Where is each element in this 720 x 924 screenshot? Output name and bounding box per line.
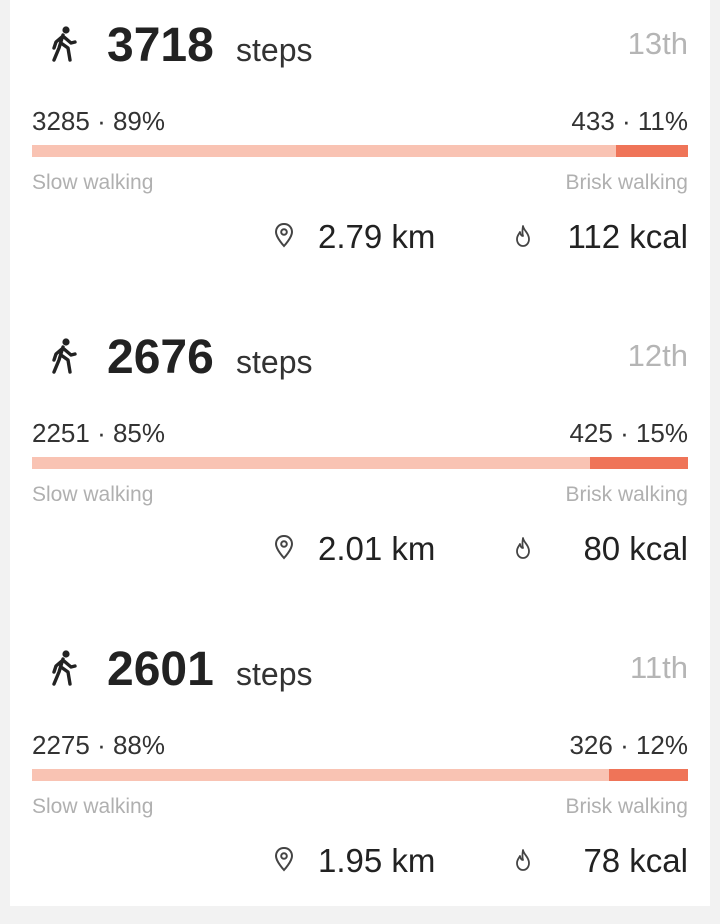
brisk-walking-label: Brisk walking [565,795,688,818]
distance-value: 2.79 km [318,218,436,255]
record-date: 12th [627,338,688,373]
flame-icon [516,537,530,559]
step-record-card[interactable]: 2676 steps 12th 2251 · 85% 425 · 15% Slo… [10,312,710,612]
brisk-walking-bar-segment [589,457,688,469]
steps-unit: steps [236,32,313,68]
slow-walking-value: 2275 · 88% [32,730,165,760]
slow-walking-value: 2251 · 85% [32,418,165,448]
slow-walking-label: Slow walking [32,483,154,506]
record-date: 13th [627,26,688,61]
distance-value: 1.95 km [318,842,436,879]
calories-value: 80 kcal [583,530,688,567]
walking-person-icon [52,26,77,62]
location-pin-icon [274,846,294,872]
calories-value: 112 kcal [567,218,688,255]
step-record-card[interactable]: 3718 steps 13th 3285 · 89% 433 · 11% Slo… [10,0,710,300]
steps-unit: steps [236,656,313,692]
walking-split-bar [32,145,688,157]
brisk-walking-value: 326 · 12% [569,730,688,760]
step-record-card[interactable]: 2601 steps 11th 2275 · 88% 326 · 12% Slo… [10,624,710,924]
location-pin-icon [274,222,294,248]
brisk-walking-bar-segment [609,769,688,781]
steps-count: 2601 [107,643,214,696]
brisk-walking-value: 425 · 15% [569,418,688,448]
walking-split-bar [32,457,688,469]
steps-unit: steps [236,344,313,380]
walking-person-icon [52,650,77,686]
slow-walking-value: 3285 · 89% [32,106,165,136]
steps-count: 3718 [107,19,214,72]
brisk-walking-value: 433 · 11% [571,106,688,136]
brisk-walking-label: Brisk walking [565,171,688,194]
walking-person-icon [52,338,77,374]
calories-value: 78 kcal [583,842,688,879]
slow-walking-label: Slow walking [32,795,154,818]
brisk-walking-bar-segment [615,145,688,157]
location-pin-icon [274,534,294,560]
flame-icon [516,225,530,247]
steps-count: 2676 [107,331,214,384]
distance-value: 2.01 km [318,530,436,567]
slow-walking-label: Slow walking [32,171,154,194]
brisk-walking-label: Brisk walking [565,483,688,506]
flame-icon [516,849,530,871]
record-date: 11th [629,650,688,685]
walking-split-bar [32,769,688,781]
step-history-panel: 3718 steps 13th 3285 · 89% 433 · 11% Slo… [10,0,710,906]
